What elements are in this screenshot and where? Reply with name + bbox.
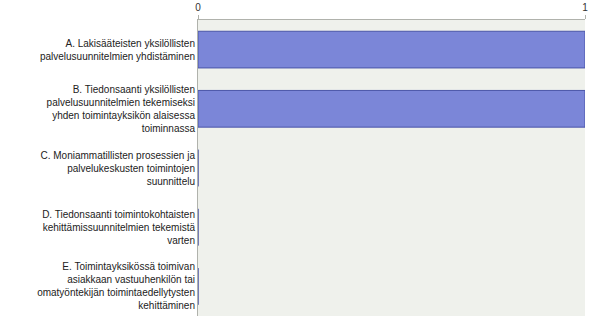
svg-text:D. Tiedonsaanti toimintokohtai: D. Tiedonsaanti toimintokohtaistenkehitt… [42, 209, 195, 246]
svg-text:1: 1 [582, 2, 588, 13]
svg-text:A. Lakisääteisten yksilölliste: A. Lakisääteisten yksilöllistenpalvelusu… [40, 38, 195, 62]
svg-text:C. Moniammatillisten prosessie: C. Moniammatillisten prosessien japalvel… [40, 150, 195, 187]
svg-text:E. Toimintayksikössä toimivana: E. Toimintayksikössä toimivanasiakkaan v… [37, 261, 195, 311]
svg-text:0: 0 [195, 2, 201, 13]
svg-text:B. Tiedonsaanti yksilöllistenp: B. Tiedonsaanti yksilöllistenpalvelusuun… [47, 84, 196, 134]
